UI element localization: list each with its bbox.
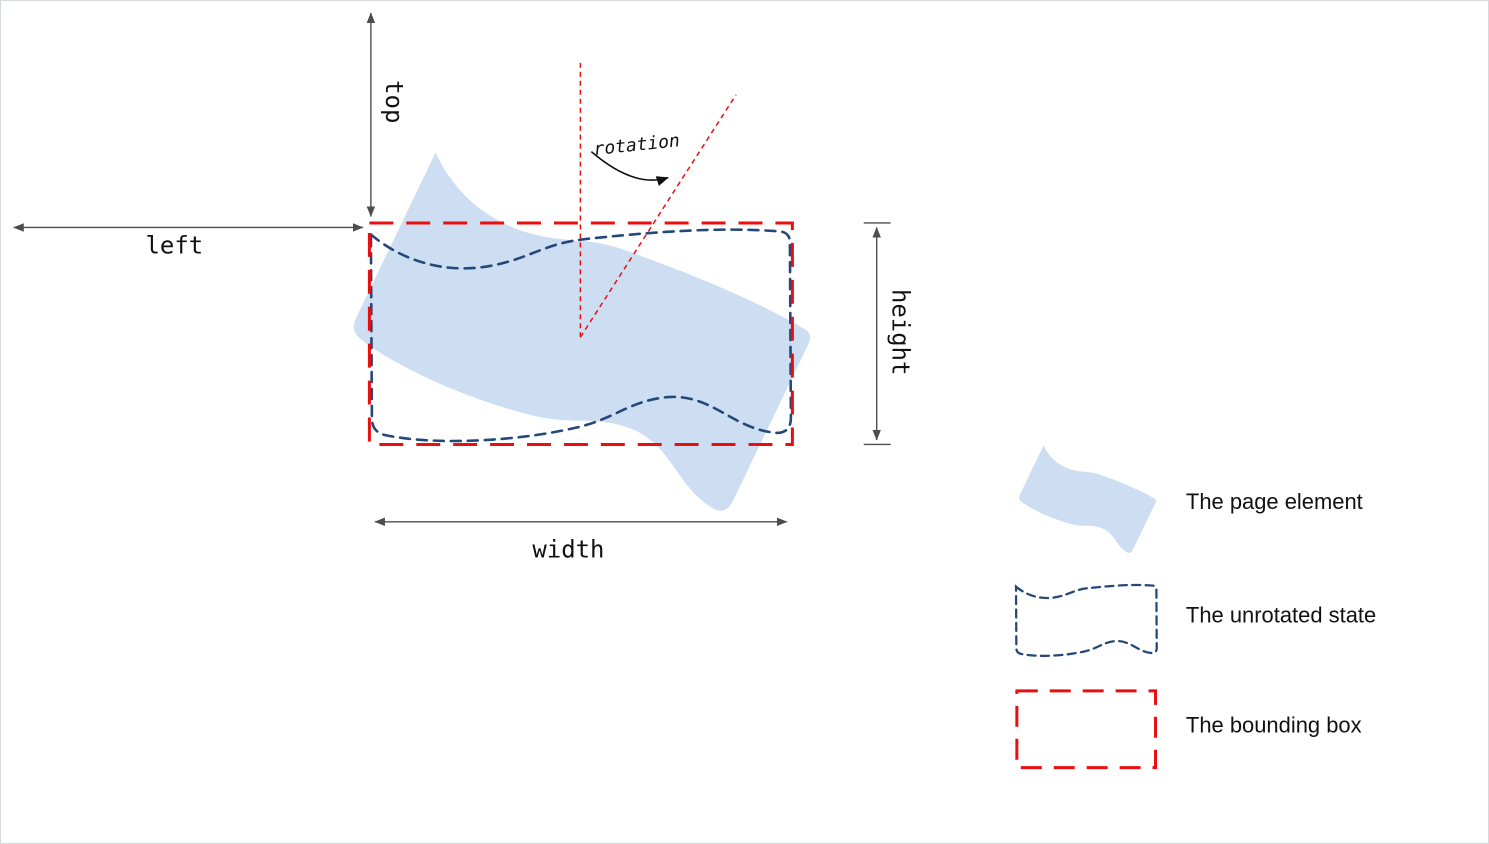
legend-item-unrotated-state: The unrotated state bbox=[1014, 583, 1376, 657]
legend: The page element The unrotated state The… bbox=[1014, 444, 1376, 770]
left-label: left bbox=[146, 231, 204, 259]
legend-page-element-swatch bbox=[1016, 444, 1158, 557]
legend-item-page-element: The page element bbox=[1016, 444, 1363, 557]
rotation-rotated-line bbox=[579, 94, 737, 338]
top-label: top bbox=[380, 80, 408, 123]
legend-page-element-label: The page element bbox=[1186, 489, 1363, 514]
rotation-label: rotation bbox=[593, 130, 681, 160]
rotation-arc-arrow bbox=[590, 151, 669, 186]
legend-bounding-box-label: The bounding box bbox=[1186, 712, 1362, 737]
legend-unrotated-state-swatch bbox=[1014, 583, 1158, 657]
bounding-box-rect bbox=[367, 221, 794, 446]
legend-bounding-box-swatch bbox=[1015, 689, 1158, 770]
height-label: height bbox=[887, 289, 915, 375]
legend-unrotated-state-label: The unrotated state bbox=[1186, 603, 1376, 628]
width-label: width bbox=[532, 536, 604, 564]
legend-item-bounding-box: The bounding box bbox=[1015, 689, 1362, 770]
